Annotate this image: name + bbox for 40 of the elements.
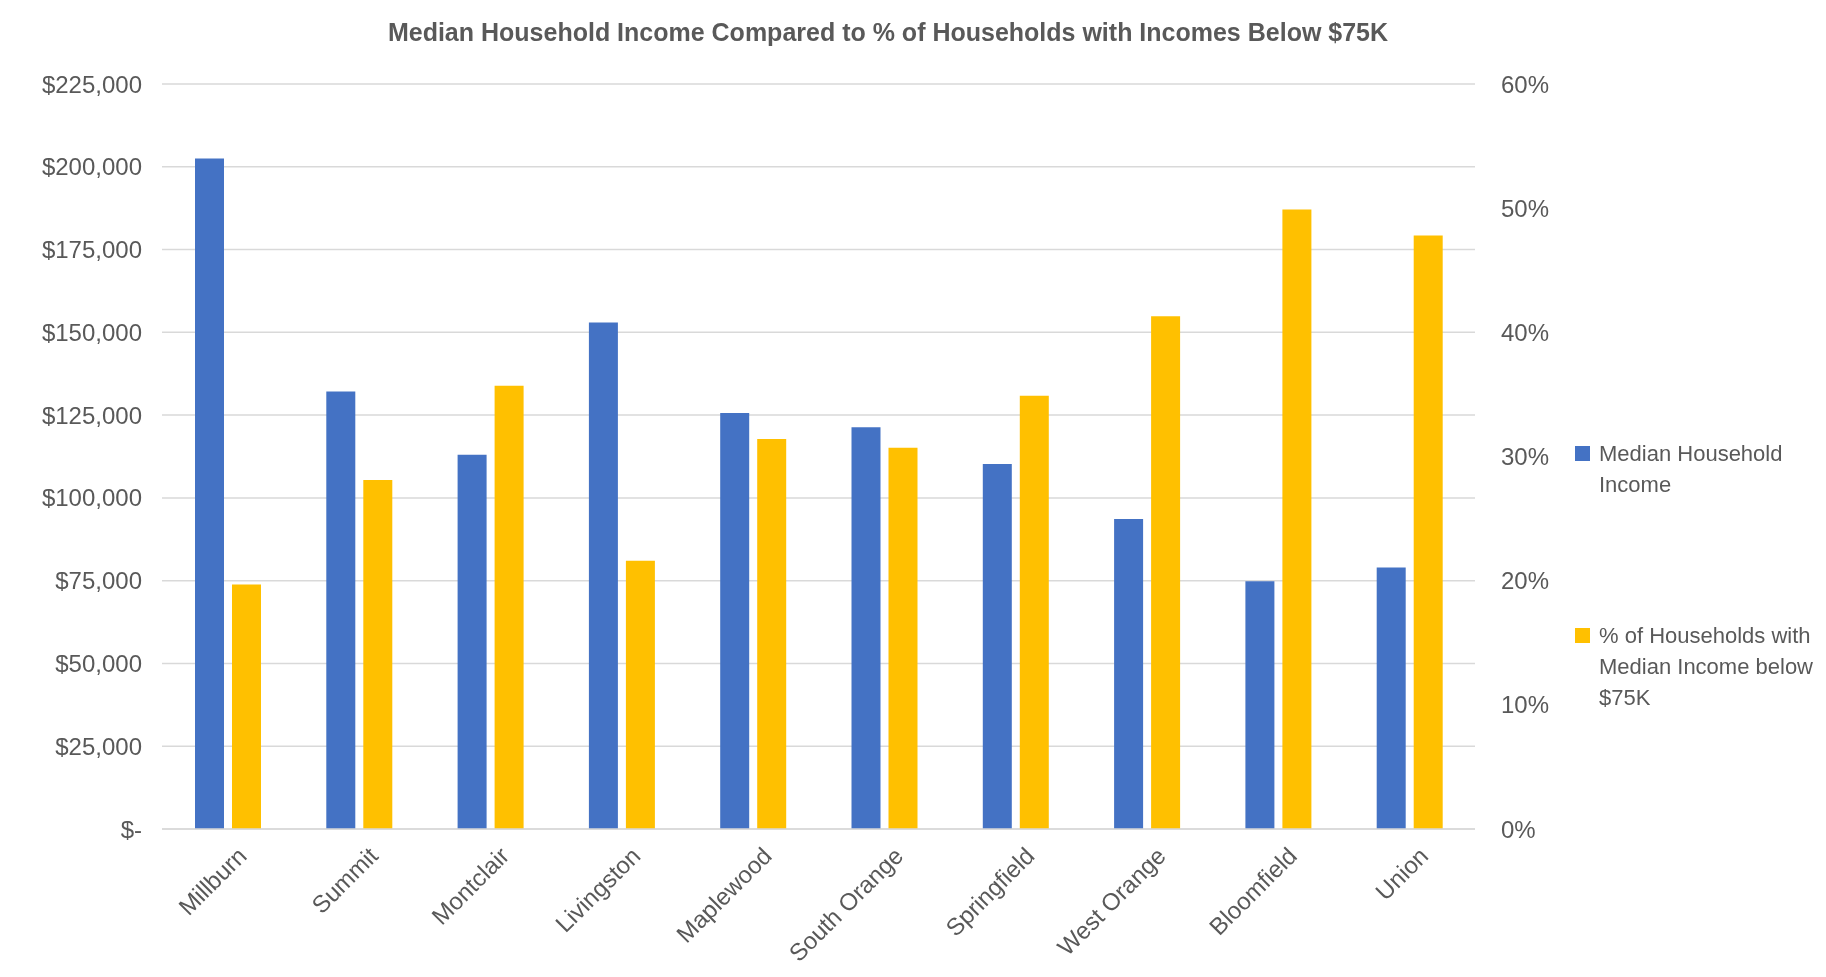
bar: [1376, 567, 1406, 829]
y-tick-label: $100,000: [41, 484, 142, 512]
y2-tick-label: 40%: [1501, 318, 1550, 346]
y-tick-label: $175,000: [41, 236, 142, 264]
bar: [1413, 235, 1443, 829]
bar: [1019, 395, 1049, 829]
y2-tick-label: 50%: [1501, 194, 1550, 222]
y-tick-label: $150,000: [41, 318, 142, 346]
bar: [851, 427, 881, 829]
bar: [232, 584, 261, 829]
bar: [363, 480, 393, 829]
y-tick-label: $125,000: [41, 401, 142, 429]
bar: [888, 447, 918, 829]
y-tick-label: $-: [120, 815, 142, 843]
y2-tick-label: 10%: [1501, 691, 1550, 719]
bar: [457, 454, 487, 829]
y-tick-label: $75,000: [55, 567, 142, 595]
bar: [757, 439, 787, 829]
bar: [326, 391, 356, 829]
legend-label: % of Households with Median Income below $75K: [1599, 622, 1814, 712]
y-tick-label: $200,000: [41, 153, 142, 181]
bar: [982, 464, 1012, 829]
y2-tick-label: 0%: [1501, 815, 1536, 843]
bar: [494, 385, 524, 829]
y-tick-label: $25,000: [55, 732, 142, 760]
legend-label: Median Household Income: [1599, 440, 1784, 499]
y-tick-label: $50,000: [55, 649, 142, 677]
bar: [625, 560, 655, 829]
y-tick-label: $225,000: [41, 70, 142, 98]
y2-tick-label: 60%: [1501, 70, 1550, 98]
y2-tick-label: 30%: [1501, 443, 1550, 471]
bar: [720, 413, 750, 829]
bar: [1114, 519, 1144, 829]
bar: [1282, 209, 1312, 829]
bar: [195, 158, 224, 829]
bar: [588, 322, 618, 829]
bar: [1151, 316, 1181, 829]
bar: [1245, 581, 1275, 829]
y2-tick-label: 20%: [1501, 567, 1550, 595]
chart-title: Median Household Income Compared to % of Households with Incomes Below $75K: [386, 18, 1390, 47]
